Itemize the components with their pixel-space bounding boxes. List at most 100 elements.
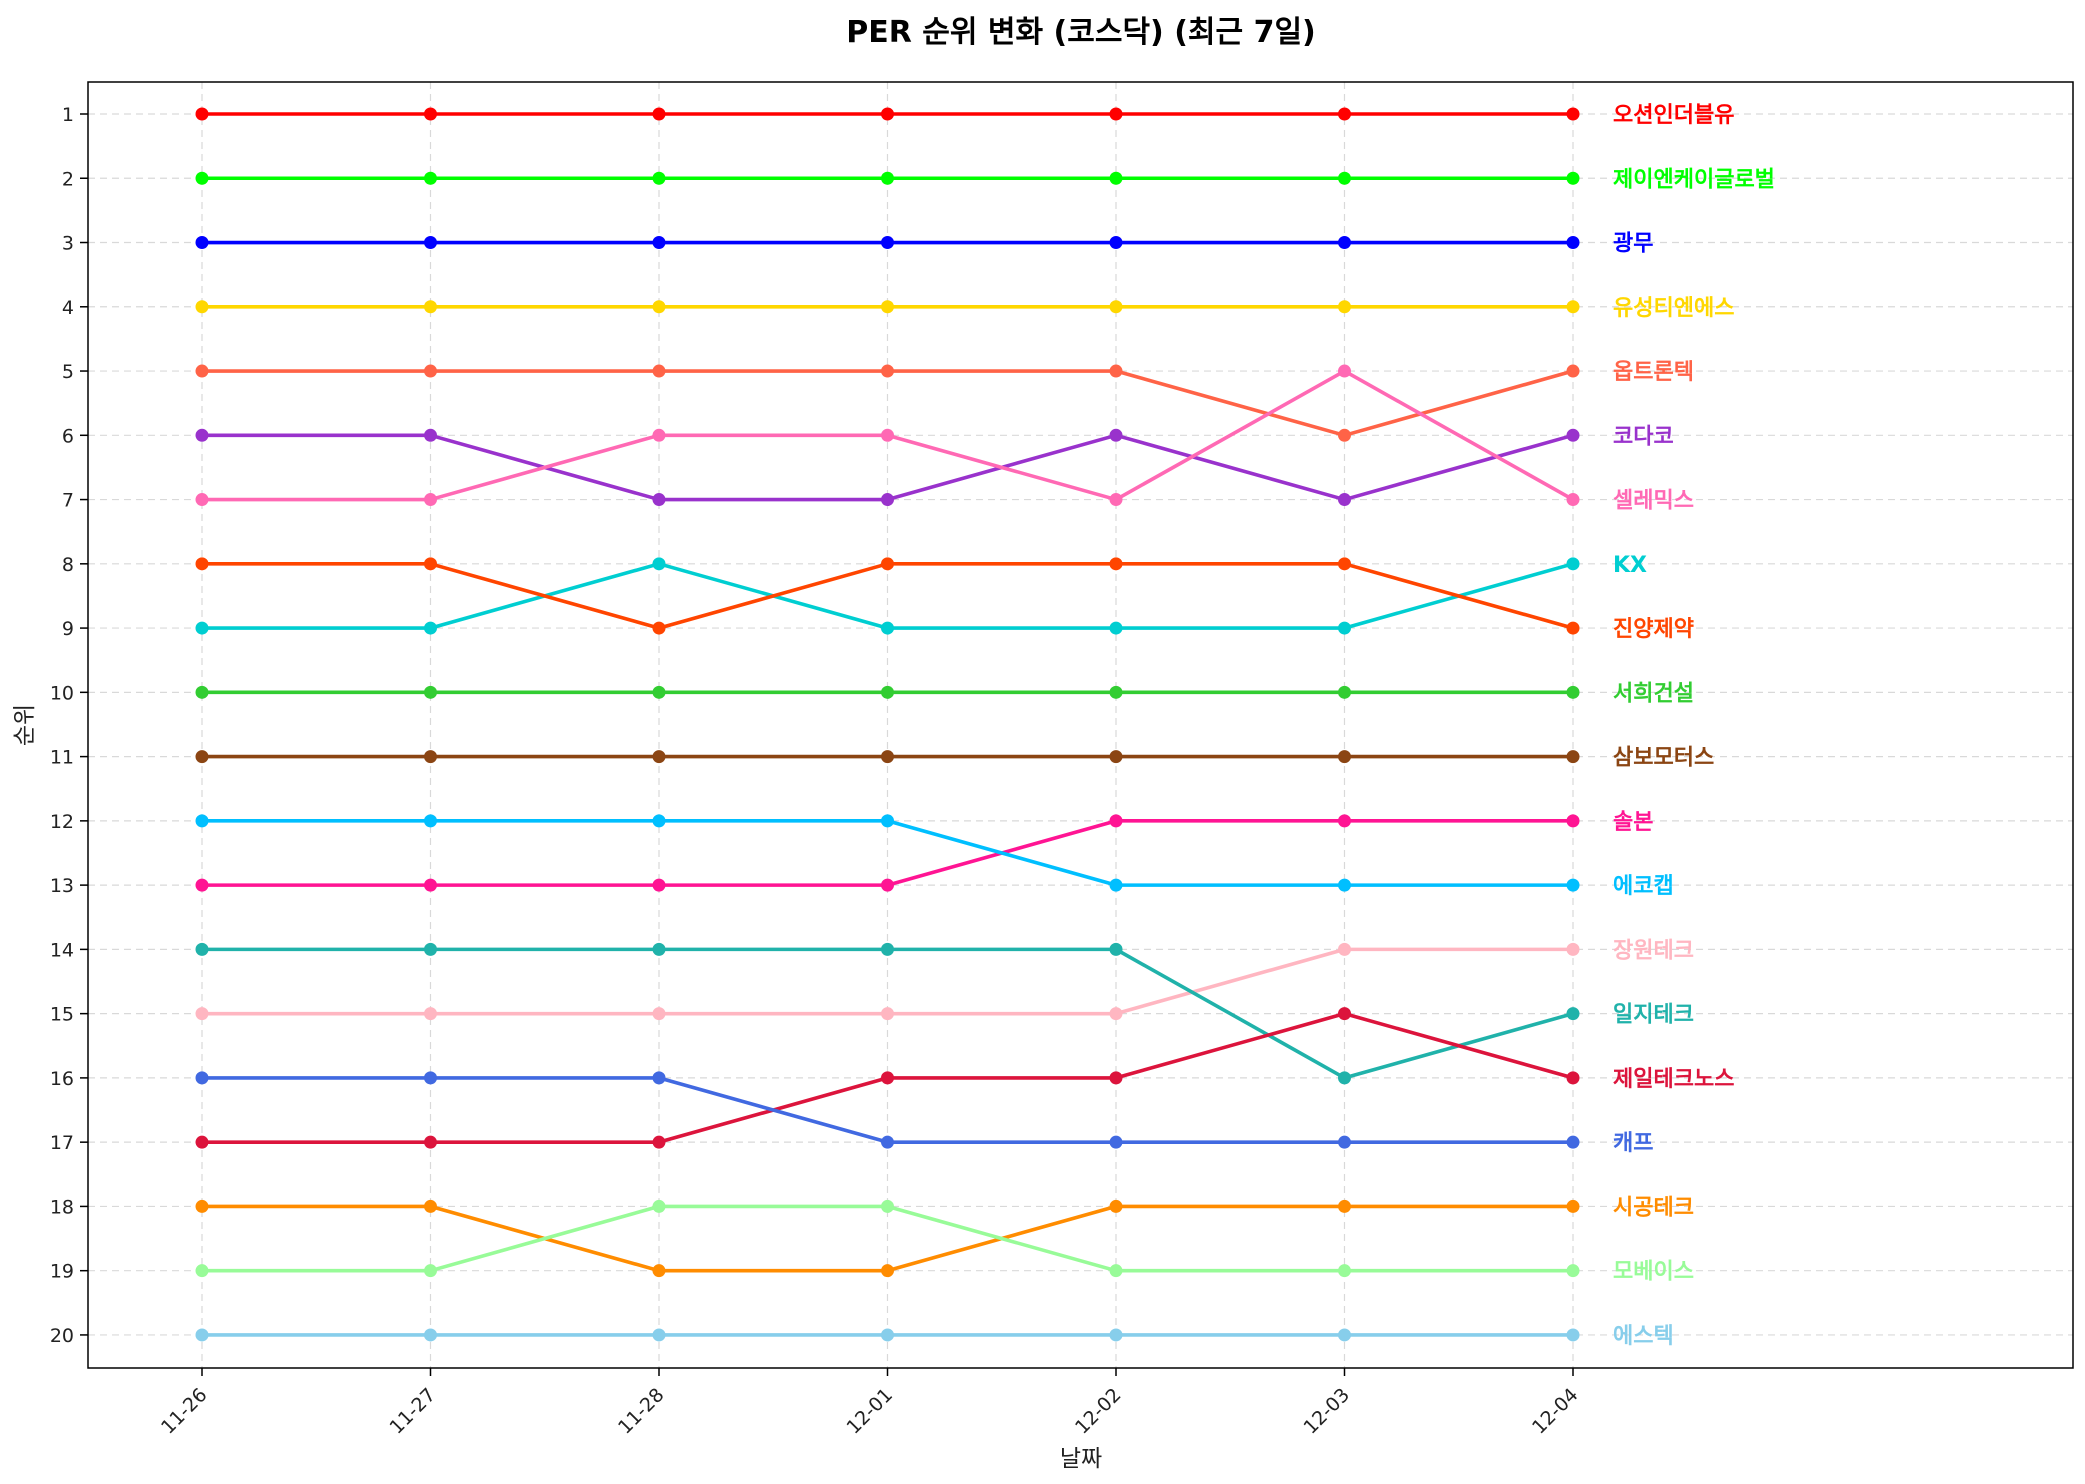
data-point xyxy=(1338,1264,1351,1278)
data-point xyxy=(1566,1199,1580,1213)
series-line xyxy=(202,562,1574,630)
data-point xyxy=(1338,107,1351,121)
plot-area-frame xyxy=(87,81,2074,1369)
data-point xyxy=(652,942,666,956)
data-point xyxy=(195,942,209,956)
x-tick-label: 12-02 xyxy=(1071,1384,1126,1439)
data-point xyxy=(1566,621,1580,635)
data-point xyxy=(1109,1071,1123,1085)
x-tick-label: 11-28 xyxy=(614,1384,669,1439)
data-point xyxy=(424,750,437,764)
data-point xyxy=(195,750,209,764)
data-point xyxy=(424,685,437,699)
series-end-label: 일지테크 xyxy=(1613,1003,1694,1028)
data-point xyxy=(424,428,437,442)
axis-layer: 11-26 11-27 11-28 12-01 12-02 12-03 12-0412345… xyxy=(50,104,1583,1439)
data-point xyxy=(881,557,894,571)
data-point xyxy=(1338,557,1351,571)
data-point xyxy=(1109,1135,1123,1149)
data-point xyxy=(1566,1135,1580,1149)
series-end-label: 제일테크노스 xyxy=(1613,1067,1734,1092)
data-point xyxy=(881,364,894,378)
data-point xyxy=(1566,1328,1580,1342)
data-point xyxy=(1338,1007,1351,1021)
data-point xyxy=(1109,685,1123,699)
data-point xyxy=(424,236,437,250)
data-point xyxy=(881,1007,894,1021)
grid-layer xyxy=(88,82,2073,1368)
data-point xyxy=(1338,428,1351,442)
data-point xyxy=(195,1264,209,1278)
data-point xyxy=(652,878,666,892)
data-point xyxy=(1566,493,1580,507)
data-point xyxy=(1566,878,1580,892)
series-end-label: 캐프 xyxy=(1613,1131,1653,1156)
data-point xyxy=(424,107,437,121)
data-point xyxy=(424,814,437,828)
series-end-label: 서희건설 xyxy=(1613,681,1694,706)
data-point xyxy=(1109,300,1123,314)
data-point xyxy=(881,685,894,699)
y-tick-label: 15 xyxy=(50,1004,74,1026)
data-point xyxy=(424,300,437,314)
series-end-label: KX xyxy=(1613,553,1647,578)
data-point xyxy=(881,878,894,892)
x-tick-label: 12-04 xyxy=(1528,1384,1583,1439)
data-point xyxy=(1338,1199,1351,1213)
data-point xyxy=(1109,1328,1123,1342)
data-point xyxy=(652,814,666,828)
data-point xyxy=(195,685,209,699)
data-point xyxy=(424,171,437,185)
data-point xyxy=(1338,300,1351,314)
data-point xyxy=(1109,621,1123,635)
data-point xyxy=(652,493,666,507)
data-point xyxy=(652,236,666,250)
series-end-label: 오션인더블유 xyxy=(1613,103,1734,128)
data-point xyxy=(195,107,209,121)
data-point xyxy=(1338,1071,1351,1085)
data-point xyxy=(1566,300,1580,314)
data-point xyxy=(881,942,894,956)
y-tick-label: 18 xyxy=(50,1196,74,1218)
data-point xyxy=(195,1007,209,1021)
data-point xyxy=(195,493,209,507)
data-point xyxy=(652,1135,666,1149)
data-point xyxy=(1109,1264,1123,1278)
data-point xyxy=(1109,428,1123,442)
series-end-label: 코다코 xyxy=(1613,424,1674,449)
data-point xyxy=(881,428,894,442)
data-point xyxy=(424,1328,437,1342)
series-end-label: 옵트론텍 xyxy=(1613,360,1694,385)
data-point xyxy=(652,1071,666,1085)
data-point xyxy=(424,1135,437,1149)
y-tick-label: 5 xyxy=(62,361,74,383)
data-point xyxy=(195,1199,209,1213)
y-tick-label: 9 xyxy=(62,618,74,640)
data-point xyxy=(195,621,209,635)
data-point xyxy=(195,878,209,892)
data-point xyxy=(652,364,666,378)
data-point xyxy=(1338,364,1351,378)
data-point xyxy=(881,1135,894,1149)
y-tick-label: 2 xyxy=(62,168,74,190)
series-end-label: 장원테크 xyxy=(1613,938,1694,963)
data-point xyxy=(652,1264,666,1278)
data-point xyxy=(1566,557,1580,571)
data-point xyxy=(195,428,209,442)
data-point xyxy=(1566,1071,1580,1085)
data-point xyxy=(1109,1199,1123,1213)
x-tick-label: 11-26 xyxy=(157,1384,212,1439)
data-point xyxy=(652,107,666,121)
data-point xyxy=(195,1328,209,1342)
series-end-label: 모베이스 xyxy=(1613,1260,1694,1285)
data-point xyxy=(1109,493,1123,507)
series-end-label: 유성티엔에스 xyxy=(1613,296,1734,321)
data-point xyxy=(195,171,209,185)
data-point xyxy=(195,236,209,250)
data-point xyxy=(1109,942,1123,956)
data-point xyxy=(652,1199,666,1213)
y-tick-label: 1 xyxy=(62,104,74,126)
data-point xyxy=(1566,171,1580,185)
